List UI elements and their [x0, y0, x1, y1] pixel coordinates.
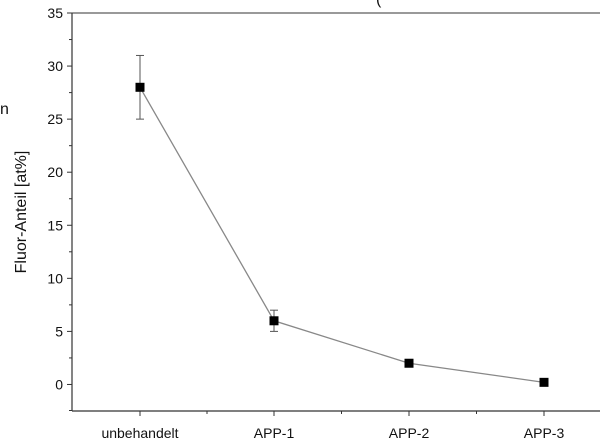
clipped-top-text: ( — [376, 0, 382, 8]
y-tick-label: 15 — [47, 217, 63, 233]
data-point-marker — [404, 358, 414, 368]
series-group — [135, 54, 549, 387]
y-tick-label: 0 — [55, 376, 63, 392]
data-point-marker — [135, 82, 145, 92]
data-point-marker — [269, 316, 279, 326]
x-axis-ticks: unbehandelt APP-1 APP-2 APP-3 — [101, 411, 564, 441]
y-tick-label: 30 — [47, 58, 63, 74]
x-tick-label: APP-3 — [524, 425, 565, 441]
x-tick-label: unbehandelt — [101, 425, 178, 441]
series-line — [139, 86, 545, 383]
y-tick-label: 25 — [47, 111, 63, 127]
y-tick-label: 10 — [47, 270, 63, 286]
y-tick-label: 20 — [47, 164, 63, 180]
data-point-marker — [539, 377, 549, 387]
y-tick-label: 35 — [47, 5, 63, 21]
clipped-left-text: n — [0, 101, 9, 118]
y-axis-title: Fluor-Anteil [at%] — [13, 151, 30, 274]
y-axis-ticks: 0 5 10 15 20 25 30 35 — [47, 5, 72, 411]
y-tick-label: 5 — [55, 323, 63, 339]
x-tick-label: APP-2 — [389, 425, 430, 441]
x-tick-label: APP-1 — [254, 425, 295, 441]
